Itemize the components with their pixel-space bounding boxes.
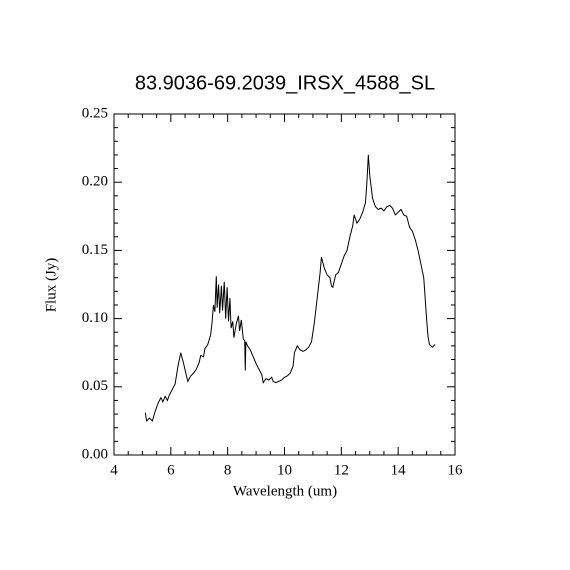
y-tick-label: 0.10 [82,310,108,326]
x-tick-label: 14 [391,462,407,478]
x-tick-label: 10 [277,462,292,478]
y-tick-label: 0.05 [82,378,108,394]
y-tick-label: 0.15 [82,242,108,258]
plot-frame [113,113,456,456]
y-tick-label: 0.25 [82,105,108,121]
x-tick-label: 8 [224,462,232,478]
x-tick-label: 6 [167,462,175,478]
x-tick-label: 12 [334,462,349,478]
x-tick-label: 4 [110,462,118,478]
y-tick-label: 0.00 [82,446,108,462]
y-tick-label: 0.20 [82,174,108,190]
chart-title: 83.9036-69.2039_IRSX_4588_SL [135,72,435,94]
x-axis-label: Wavelength (um) [233,483,337,499]
x-tick-label: 16 [448,462,464,478]
spectrum-line [144,154,436,422]
y-axis-label: Flux (Jy) [43,258,59,313]
